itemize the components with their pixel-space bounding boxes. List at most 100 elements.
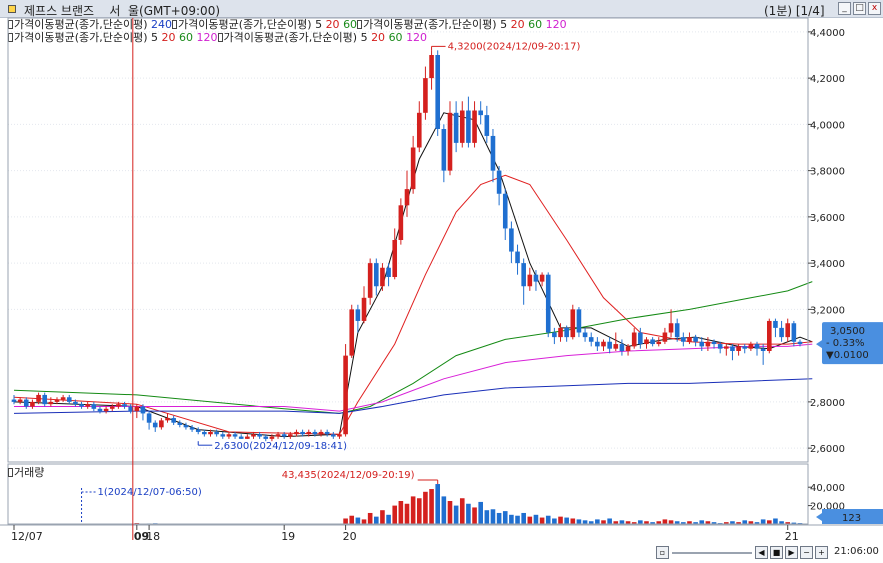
current-price: 3,0500 [830, 326, 865, 337]
volume-bar [447, 501, 453, 524]
legend-item: 240 [151, 18, 173, 31]
volume-bar [478, 501, 483, 524]
candle-body [545, 274, 551, 333]
scroll-bar[interactable]: ▫ ◀ ■ ▶ − + 21:06:00 [654, 544, 883, 563]
candle [484, 105, 490, 143]
legend-toggle-icon[interactable] [172, 20, 178, 29]
candle-body [232, 434, 238, 437]
candle [103, 406, 109, 414]
candle [638, 327, 643, 349]
period-indicator[interactable]: (1분) [1/4] [764, 4, 825, 18]
pin-icon[interactable] [8, 5, 16, 13]
volume-bar [423, 491, 428, 524]
candle-body [601, 341, 606, 347]
price-panel-frame [7, 17, 809, 463]
candle [11, 394, 17, 405]
legend-toggle-icon[interactable] [357, 20, 363, 29]
ma-line-60 [13, 281, 813, 414]
candle [619, 339, 625, 356]
candle [300, 429, 305, 437]
volume-bar [644, 521, 649, 524]
candle [17, 397, 23, 405]
candle [232, 431, 238, 439]
candle [521, 258, 526, 305]
candle-body [159, 420, 164, 428]
candle-body [189, 427, 195, 430]
candle [159, 418, 164, 430]
candle-body [404, 189, 410, 206]
volume-tick-label: 40,000 [810, 483, 845, 494]
candle-body [300, 431, 305, 435]
candle [208, 429, 213, 437]
volume-bar [681, 522, 686, 524]
candle [386, 263, 391, 287]
candle [73, 399, 78, 407]
volume-bar [742, 520, 748, 524]
candles [11, 50, 803, 442]
volume-bar [552, 518, 557, 524]
candle-body [650, 339, 655, 345]
volume-bar [490, 509, 496, 524]
scroll-track[interactable] [672, 552, 752, 554]
stop-icon[interactable]: ■ [770, 546, 783, 559]
candle [312, 429, 318, 437]
candle-body [116, 404, 121, 407]
candle-body [66, 397, 72, 402]
candle-body [398, 205, 404, 240]
candle-body [410, 147, 416, 190]
current-change-pct: - 0.33% [826, 338, 865, 349]
volume-bar [748, 521, 754, 524]
volume-legend: 거래량 [8, 466, 44, 479]
volume-bar [539, 517, 545, 524]
candle-body [355, 309, 361, 321]
volume-bar [429, 489, 434, 524]
legend-toggle-icon[interactable] [217, 33, 223, 42]
candle-body [564, 327, 569, 338]
candle [281, 431, 287, 439]
candle [515, 244, 520, 275]
price-tick-label: 4,4000 [810, 28, 845, 39]
volume-bar [533, 514, 539, 524]
candle-body [183, 425, 189, 428]
volume-bar [791, 522, 797, 524]
candle-body [619, 344, 625, 351]
candle [527, 267, 533, 291]
scroll-handle-icon[interactable]: ▫ [656, 546, 669, 559]
candle [785, 318, 791, 342]
candle-body [103, 408, 109, 412]
close-icon[interactable]: x [868, 2, 881, 15]
minimize-icon[interactable]: _ [838, 2, 851, 15]
candle [183, 422, 189, 430]
candle-body [263, 436, 269, 439]
candle [146, 411, 152, 430]
candle [30, 399, 35, 409]
candle-body [281, 434, 287, 437]
zoom-in-icon[interactable]: + [815, 546, 828, 559]
candle [109, 404, 115, 412]
volume-bar [527, 516, 533, 524]
volume-bar [349, 515, 355, 524]
restore-icon[interactable]: □ [853, 2, 866, 15]
candle [791, 320, 797, 347]
candle [748, 341, 754, 351]
candle [275, 431, 281, 439]
price-tick-label: 3,2000 [810, 305, 845, 316]
candle [539, 272, 545, 287]
legend-item: 60 [528, 18, 543, 31]
candle-body [367, 263, 373, 298]
candle-body [687, 337, 692, 342]
volume-bar [656, 521, 662, 524]
x-tick-label: 18 [146, 530, 160, 543]
candle-body [208, 431, 213, 435]
next-icon[interactable]: ▶ [785, 546, 798, 559]
candle [294, 429, 299, 437]
candle-body [533, 274, 539, 282]
current-volume-pointer [816, 513, 822, 521]
legend-item: 20 [371, 31, 386, 44]
candle-body [140, 406, 146, 414]
prev-icon[interactable]: ◀ [755, 546, 768, 559]
candle [552, 327, 557, 345]
volume-bar [730, 521, 735, 524]
candle [226, 431, 232, 439]
zoom-out-icon[interactable]: − [800, 546, 813, 559]
